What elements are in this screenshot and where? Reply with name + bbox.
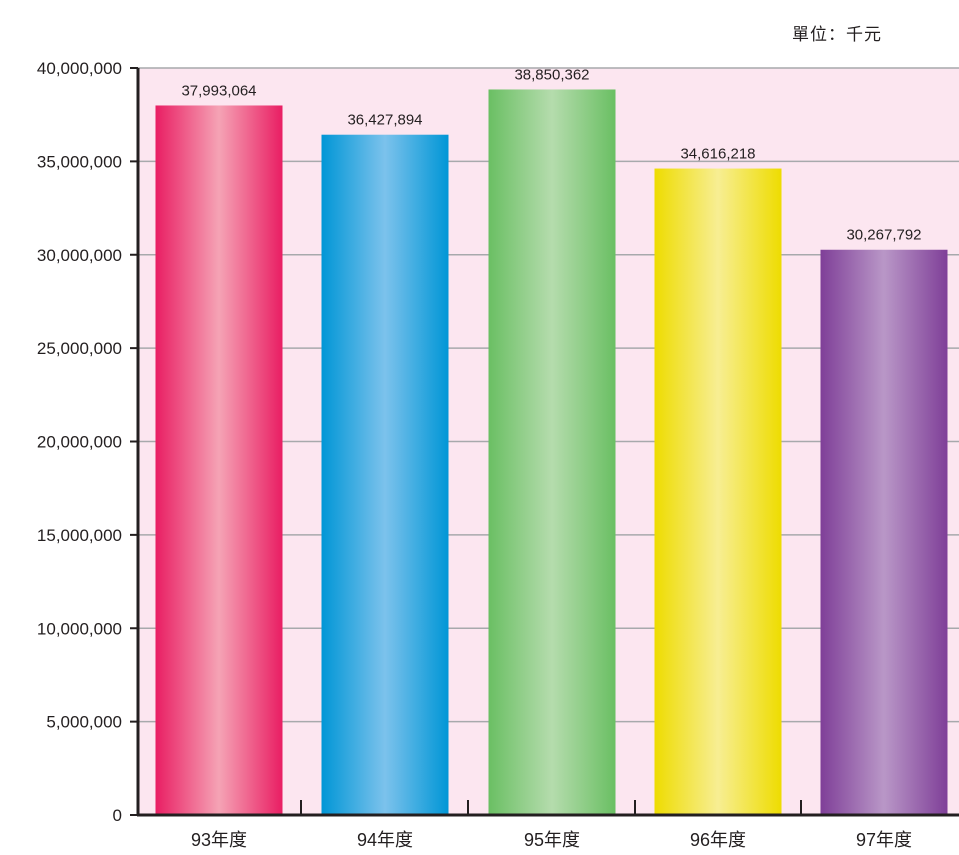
- x-category-label: 97年度: [856, 830, 912, 850]
- bar-5: [820, 249, 948, 816]
- x-category-label: 96年度: [690, 830, 746, 850]
- bar-value-label: 34,616,218: [680, 146, 755, 163]
- x-category-label: 94年度: [357, 830, 413, 850]
- y-tick-label: 20,000,000: [37, 433, 122, 452]
- bar-2: [321, 134, 449, 815]
- bar-4: [654, 168, 782, 816]
- y-tick-label: 0: [113, 806, 122, 825]
- bar-value-label: 38,850,362: [514, 66, 589, 83]
- y-tick-label: 40,000,000: [37, 59, 122, 78]
- y-tick-label: 30,000,000: [37, 246, 122, 265]
- y-tick-label: 25,000,000: [37, 339, 122, 358]
- labels: 0 5,000,000 10,000,000 15,000,000 20,000,000…: [37, 59, 922, 850]
- bar-value-label: 36,427,894: [347, 112, 422, 129]
- bar-3: [488, 89, 616, 816]
- unit-label: 單位：千元: [792, 25, 882, 44]
- y-tick-label: 35,000,000: [37, 152, 122, 171]
- bars: [155, 89, 948, 816]
- x-category-label: 93年度: [191, 830, 247, 850]
- y-tick-label: 10,000,000: [37, 619, 122, 638]
- y-tick-label: 15,000,000: [37, 526, 122, 545]
- bar-1: [155, 105, 283, 815]
- bar-value-label: 30,267,792: [846, 227, 921, 244]
- y-tick-label: 5,000,000: [46, 713, 122, 732]
- bar-value-label: 37,993,064: [181, 82, 256, 99]
- x-category-label: 95年度: [524, 830, 580, 850]
- axes: [130, 67, 959, 817]
